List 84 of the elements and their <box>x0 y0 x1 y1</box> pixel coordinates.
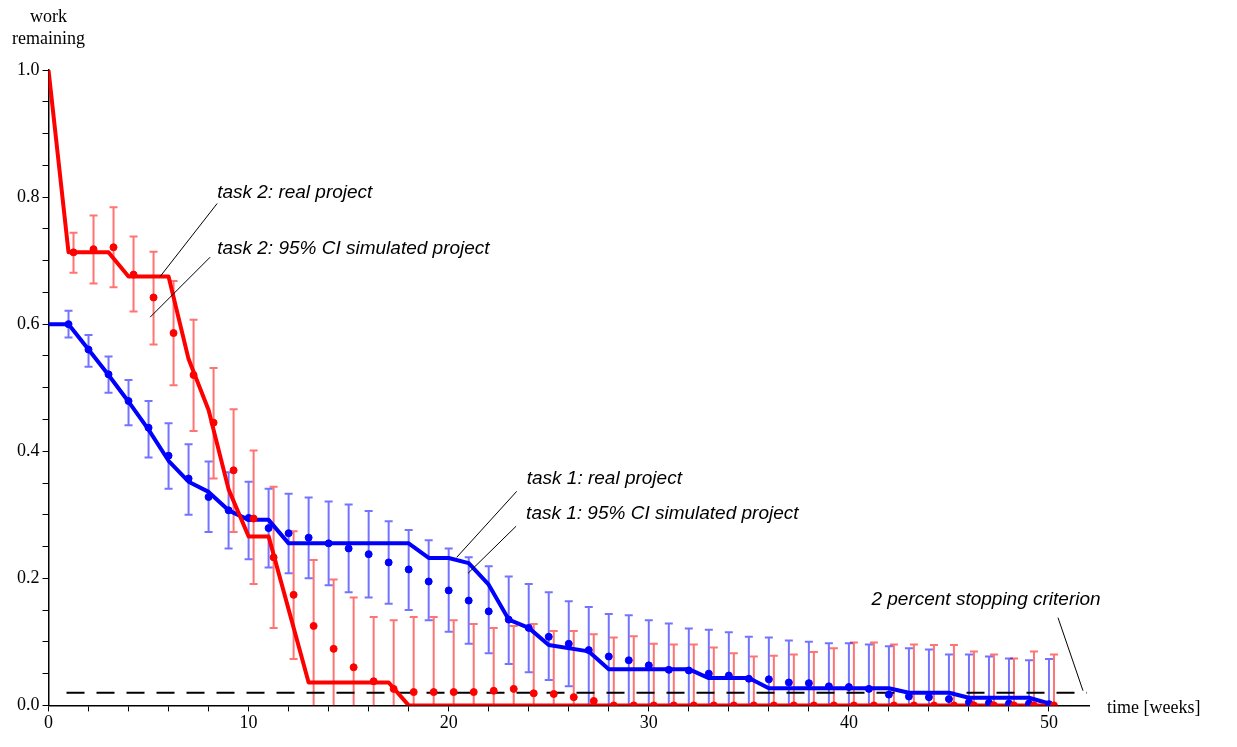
x-tick-label: 0 <box>44 712 53 733</box>
point <box>744 674 753 683</box>
point <box>189 370 198 379</box>
x-tick-label: 10 <box>239 712 258 733</box>
point <box>584 646 593 655</box>
x-tick-label: 40 <box>839 712 858 733</box>
point <box>289 590 298 599</box>
point <box>129 270 138 279</box>
point <box>469 688 478 697</box>
point <box>824 682 833 691</box>
point <box>404 565 413 574</box>
point <box>169 329 178 338</box>
point <box>384 558 393 567</box>
point <box>804 679 813 688</box>
point <box>764 675 773 684</box>
point <box>564 639 573 648</box>
x-tick-label: 20 <box>439 712 458 733</box>
y-tick-label: 0.2 <box>17 567 40 588</box>
point <box>509 684 518 693</box>
point <box>409 688 418 697</box>
point <box>464 596 473 605</box>
point <box>249 514 258 523</box>
point <box>549 689 558 698</box>
point <box>109 243 118 252</box>
ref-line-label: 2 percent stopping criterion <box>870 587 1101 609</box>
point <box>269 553 278 562</box>
point <box>369 677 378 686</box>
point <box>309 621 318 630</box>
y-tick-label: 0.0 <box>17 694 40 715</box>
point <box>529 689 538 698</box>
y-tick-label: 0.6 <box>17 312 40 333</box>
y-tick-label: 0.8 <box>17 185 40 206</box>
point <box>149 293 158 302</box>
point <box>124 397 133 406</box>
point <box>184 474 193 483</box>
point <box>684 666 693 675</box>
annotation: task 1: real project <box>526 467 683 489</box>
point <box>484 607 493 616</box>
annotation: task 1: 95% CI simulated project <box>526 502 800 524</box>
x-tick-label: 30 <box>639 712 658 733</box>
point <box>64 320 73 329</box>
annotation: task 2: 95% CI simulated project <box>217 237 491 259</box>
point <box>69 248 78 257</box>
point <box>624 656 633 665</box>
point <box>349 663 358 672</box>
y-axis-title: work remaining <box>12 6 85 48</box>
point <box>304 533 313 542</box>
point <box>449 688 458 697</box>
point <box>864 684 873 693</box>
x-tick-label: 50 <box>1039 712 1058 733</box>
point <box>664 665 673 674</box>
point <box>389 684 398 693</box>
point <box>224 506 233 515</box>
point <box>524 623 533 632</box>
point <box>884 690 893 699</box>
point <box>104 370 113 379</box>
point <box>424 577 433 586</box>
point <box>604 652 613 661</box>
point <box>229 466 238 475</box>
point <box>324 539 333 548</box>
point <box>329 644 338 653</box>
point <box>844 682 853 691</box>
point <box>784 678 793 687</box>
y-tick-label: 0.4 <box>17 439 40 460</box>
point <box>284 529 293 538</box>
point <box>344 544 353 553</box>
point <box>489 686 498 695</box>
point <box>209 418 218 427</box>
point <box>569 693 578 702</box>
x-axis-title: time [weeks] <box>1107 697 1201 718</box>
point <box>429 688 438 697</box>
point <box>544 632 553 641</box>
point <box>589 696 598 705</box>
point <box>144 423 153 432</box>
annotation: task 2: real project <box>217 180 374 202</box>
point <box>84 345 93 354</box>
point <box>944 695 953 704</box>
point <box>924 693 933 702</box>
point <box>204 492 213 501</box>
point <box>444 586 453 595</box>
point <box>504 615 513 624</box>
y-tick-label: 1.0 <box>17 58 40 79</box>
point <box>364 550 373 559</box>
point <box>264 524 273 533</box>
